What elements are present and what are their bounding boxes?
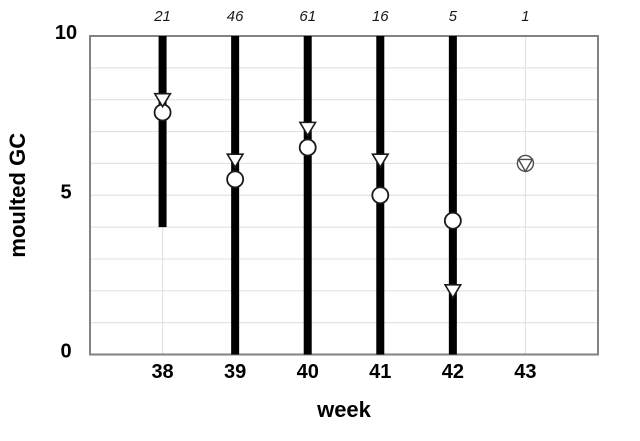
circle-marker-week-42 xyxy=(443,211,462,230)
triangle-marker-week-41 xyxy=(371,153,390,169)
plot-frame xyxy=(89,35,599,356)
triangle-marker-week-38 xyxy=(153,92,172,109)
circle-marker-week-43 xyxy=(516,154,535,173)
circle-marker-week-40 xyxy=(298,138,317,157)
y-tick-label-5: 5 xyxy=(60,181,71,203)
x-tick-label-43: 43 xyxy=(514,361,536,383)
triangle-marker-week-42 xyxy=(443,283,463,300)
triangle-marker-week-39 xyxy=(225,153,245,169)
y-tick-label-10: 10 xyxy=(55,22,77,44)
x-tick-label-41: 41 xyxy=(369,361,391,383)
sample-size-label-week-39: 46 xyxy=(227,8,244,25)
range-bar-week-39 xyxy=(231,36,240,355)
x-tick-label-42: 42 xyxy=(442,361,464,383)
circle-marker-week-41 xyxy=(371,186,390,205)
range-bar-week-40 xyxy=(303,36,312,355)
sample-size-label-week-43: 1 xyxy=(521,8,529,25)
x-tick-label-38: 38 xyxy=(151,361,173,383)
range-bar-week-38 xyxy=(158,36,167,228)
x-tick-label-39: 39 xyxy=(224,361,246,383)
sample-size-label-week-38: 21 xyxy=(153,8,171,25)
sample-size-label-week-42: 5 xyxy=(449,8,458,25)
x-tick-label-40: 40 xyxy=(297,361,319,383)
sample-size-label-week-40: 61 xyxy=(299,8,316,25)
circle-marker-week-39 xyxy=(226,170,245,189)
x-axis-title: week xyxy=(316,397,372,422)
y-axis-title: moulted GC xyxy=(5,133,30,258)
triangle-marker-week-43 xyxy=(517,158,534,173)
range-bar-week-42 xyxy=(448,36,457,355)
triangle-marker-week-40 xyxy=(298,121,317,137)
sample-size-label-week-41: 16 xyxy=(372,8,389,25)
y-tick-label-0: 0 xyxy=(60,341,71,363)
